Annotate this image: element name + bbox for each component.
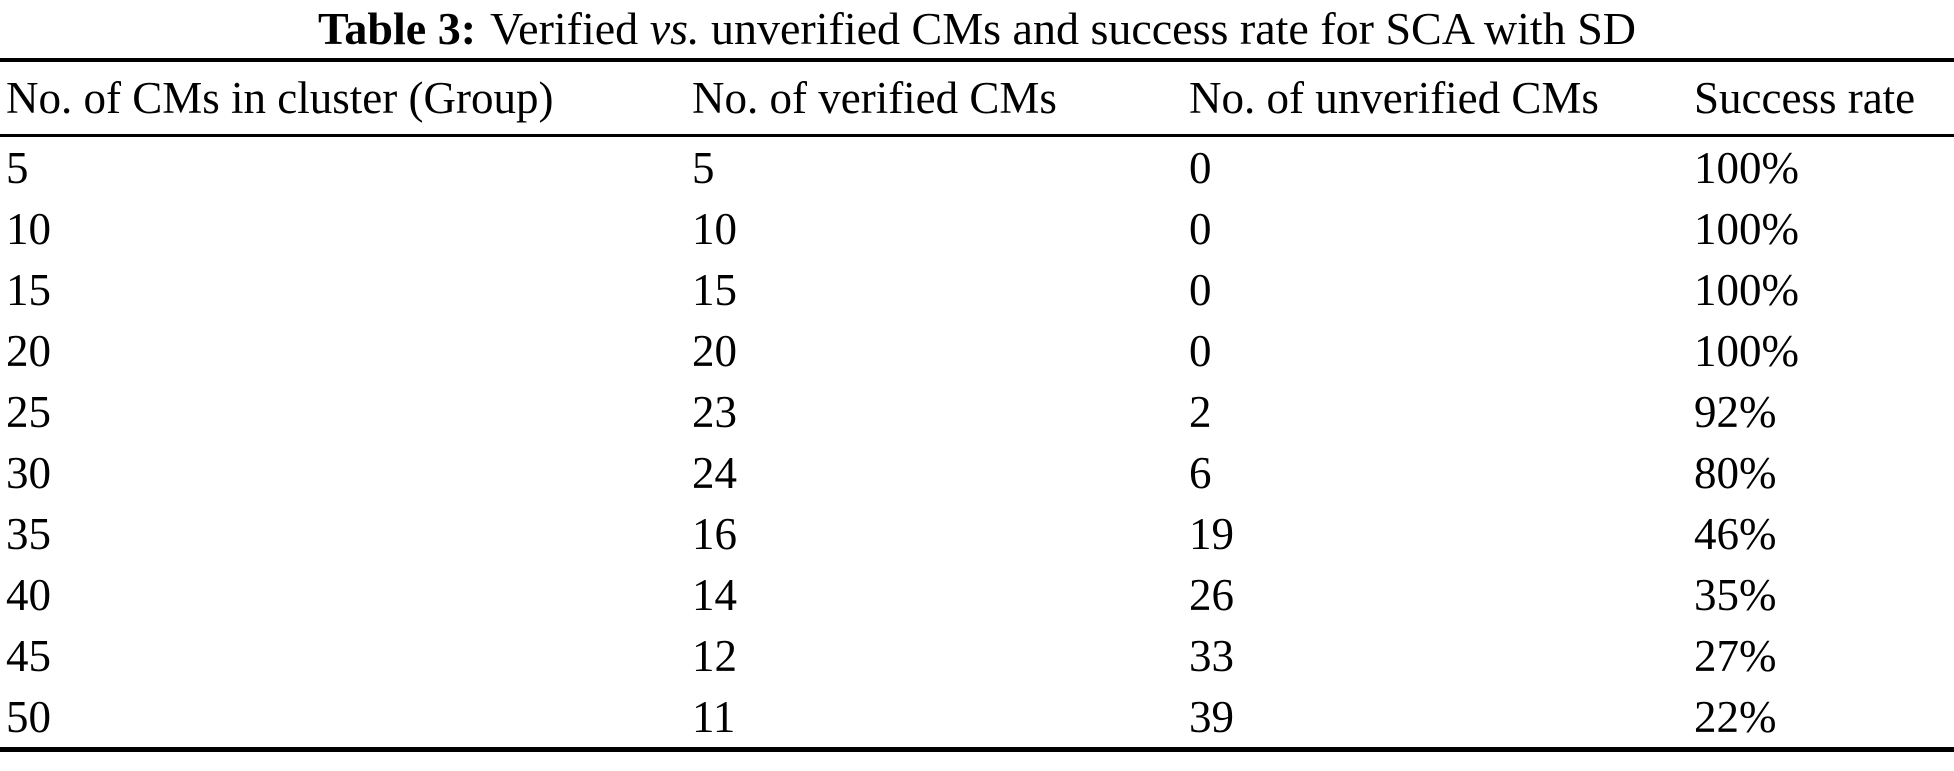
table-cell: 33 (1189, 630, 1234, 681)
column-header-verified-cms: No. of verified CMs (686, 60, 1183, 137)
table-row: 45 12 33 27% (0, 625, 1954, 686)
table-cell: 100% (1694, 142, 1799, 193)
table-row: 5 5 0 100% (0, 136, 1954, 199)
table-cell: 23 (692, 386, 737, 437)
table-cell: 20 (692, 325, 737, 376)
table-cell: 5 (692, 142, 715, 193)
table-cell: 16 (692, 508, 737, 559)
caption-vs-italic: vs. (649, 3, 700, 54)
column-header-success-rate: Success rate (1688, 60, 1954, 137)
table-row: 25 23 2 92% (0, 381, 1954, 442)
table-cell: 35% (1694, 569, 1777, 620)
table-cell: 25 (6, 386, 51, 437)
table-cell: 39 (1189, 691, 1234, 742)
caption-text-part2: unverified CMs and success rate for SCA … (711, 3, 1637, 54)
table-cell: 14 (692, 569, 737, 620)
table-row: 20 20 0 100% (0, 320, 1954, 381)
table-cell: 0 (1189, 203, 1212, 254)
table-cell: 80% (1694, 447, 1777, 498)
table-cell: 45 (6, 630, 51, 681)
table-row: 50 11 39 22% (0, 686, 1954, 750)
table-cell: 100% (1694, 264, 1799, 315)
table-cell: 0 (1189, 325, 1212, 376)
table-cell: 0 (1189, 264, 1212, 315)
table-cell: 24 (692, 447, 737, 498)
table-cell: 2 (1189, 386, 1212, 437)
table-row: 35 16 19 46% (0, 503, 1954, 564)
table-cell: 10 (692, 203, 737, 254)
table-cell: 11 (692, 691, 736, 742)
table-cell: 12 (692, 630, 737, 681)
table-cell: 26 (1189, 569, 1234, 620)
table-row: 30 24 6 80% (0, 442, 1954, 503)
table-cell: 92% (1694, 386, 1777, 437)
table-cell: 30 (6, 447, 51, 498)
table-cell: 100% (1694, 203, 1799, 254)
table-cell: 10 (6, 203, 51, 254)
table-cell: 35 (6, 508, 51, 559)
table-cell: 100% (1694, 325, 1799, 376)
data-table: No. of CMs in cluster (Group) No. of ver… (0, 58, 1954, 752)
column-header-cms-in-cluster: No. of CMs in cluster (Group) (0, 60, 686, 137)
table-cell: 5 (6, 142, 29, 193)
table-caption: Table 3: Verified vs. unverified CMs and … (0, 0, 1954, 58)
table-row: 40 14 26 35% (0, 564, 1954, 625)
table-cell: 46% (1694, 508, 1777, 559)
table-cell: 27% (1694, 630, 1777, 681)
table-cell: 15 (6, 264, 51, 315)
table-cell: 20 (6, 325, 51, 376)
table-row: 15 15 0 100% (0, 259, 1954, 320)
table-cell: 15 (692, 264, 737, 315)
table-row: 10 10 0 100% (0, 198, 1954, 259)
table-cell: 22% (1694, 691, 1777, 742)
header-row: No. of CMs in cluster (Group) No. of ver… (0, 60, 1954, 137)
column-header-unverified-cms: No. of unverified CMs (1183, 60, 1688, 137)
table-cell: 40 (6, 569, 51, 620)
caption-label: Table 3: (317, 3, 477, 54)
table-cell: 0 (1189, 142, 1212, 193)
table-cell: 6 (1189, 447, 1212, 498)
caption-text-part1: Verified (490, 3, 639, 54)
table-cell: 19 (1189, 508, 1234, 559)
table-cell: 50 (6, 691, 51, 742)
